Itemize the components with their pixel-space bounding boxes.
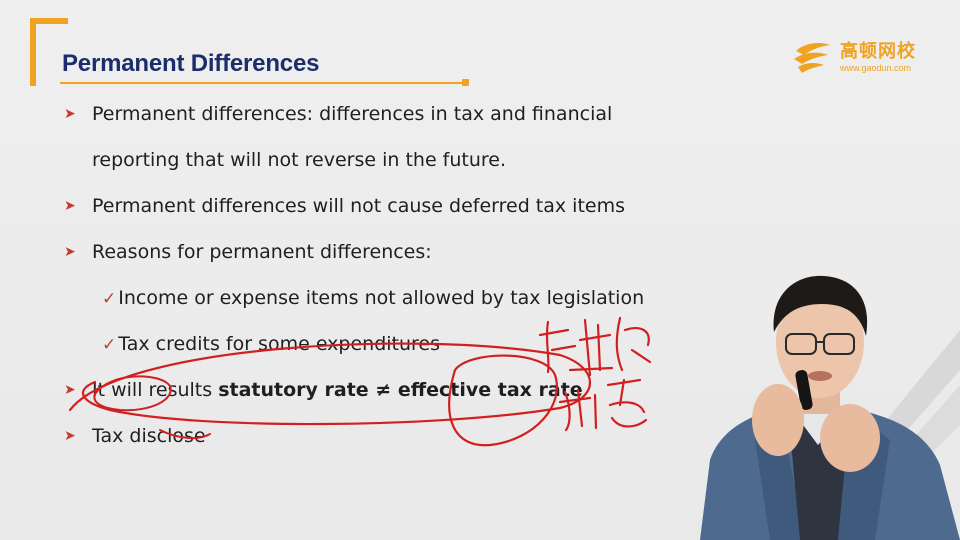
arrow-icon: ➤ — [64, 244, 76, 260]
bullet-text-bold: statutory rate ≠ effective tax rate — [218, 379, 583, 401]
check-icon: ✓ — [102, 335, 117, 355]
bullet-text: Reasons for permanent differences: — [92, 241, 432, 263]
bullet-item-5: ➤ Tax disclose — [64, 425, 206, 447]
presenter-video — [700, 275, 960, 540]
arrow-icon: ➤ — [64, 106, 76, 122]
title-underline-dot — [462, 79, 469, 86]
bullet-item-2: ➤ Permanent differences will not cause de… — [64, 195, 625, 217]
slide-title: Permanent Differences — [62, 50, 320, 77]
bullet-item-3: ➤ Reasons for permanent differences: — [64, 241, 432, 263]
arrow-icon: ➤ — [64, 428, 76, 444]
sub-text: Income or expense items not allowed by t… — [118, 287, 645, 309]
logo-name: 高顿网校 — [840, 41, 916, 62]
sub-item-1: ✓ Income or expense items not allowed by … — [64, 287, 644, 309]
arrow-icon: ➤ — [64, 382, 76, 398]
sub-text: Tax credits for some expenditures — [118, 333, 441, 355]
title-underline — [60, 82, 466, 84]
logo-icon — [794, 43, 830, 73]
bullet-text: Permanent differences: differences in ta… — [92, 103, 613, 125]
check-icon: ✓ — [102, 289, 117, 309]
sub-item-2: ✓ Tax credits for some expenditures — [64, 333, 440, 355]
bullet-text: Permanent differences will not cause def… — [92, 195, 626, 217]
bullet-item-1-continued: reporting that will not reverse in the f… — [64, 149, 506, 171]
arrow-icon: ➤ — [64, 198, 76, 214]
bullet-item-4: ➤ It will results statutory rate ≠ effect… — [64, 379, 583, 401]
bullet-text: Tax disclose — [92, 425, 206, 447]
bullet-item-1: ➤ Permanent differences: differences in t… — [64, 103, 612, 125]
bullet-text: reporting that will not reverse in the f… — [92, 149, 507, 171]
title-bracket — [30, 18, 68, 86]
logo-url: www.gaodun.com — [840, 63, 912, 73]
bullet-text: It will results — [92, 379, 219, 401]
brand-logo: 高顿网校 www.gaodun.com — [792, 37, 916, 79]
